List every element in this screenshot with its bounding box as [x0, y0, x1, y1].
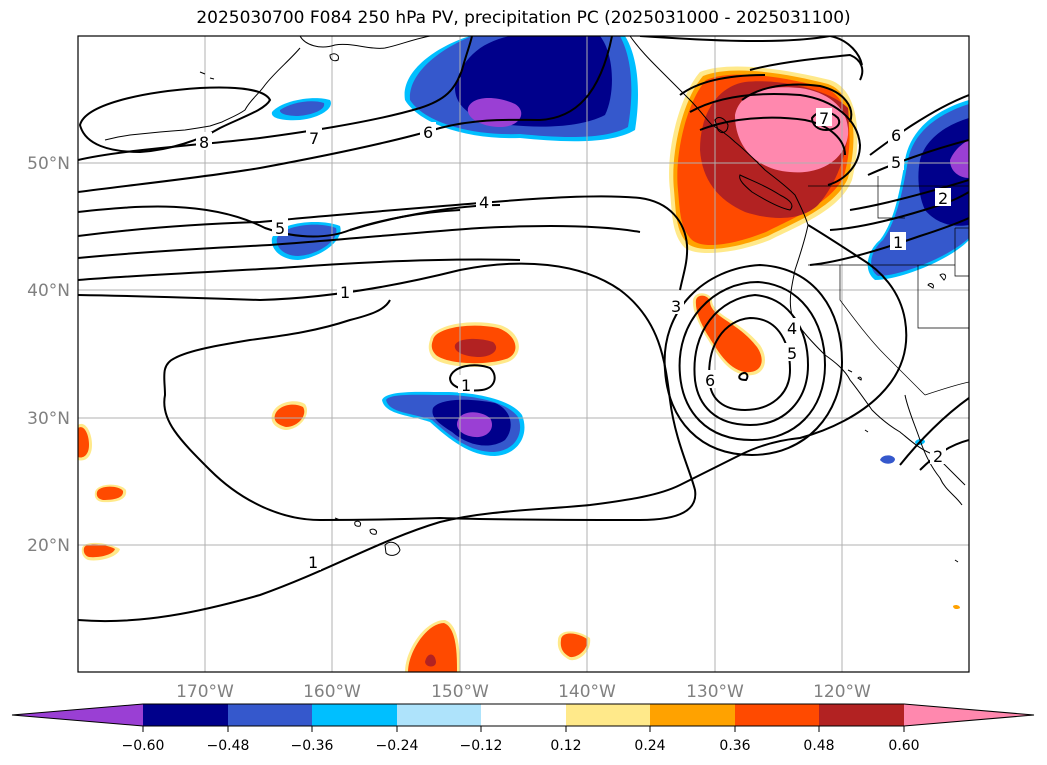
lon-label: 150°W: [431, 682, 489, 702]
lat-label: 50°N: [27, 154, 70, 174]
colorbar-segment: [566, 704, 650, 726]
longitude-labels: 170°W 160°W 150°W 140°W 130°W 120°W: [176, 682, 871, 702]
latitude-labels: 50°N 40°N 30°N 20°N: [27, 154, 70, 556]
contour-label: 2: [938, 189, 948, 208]
colorbar-segment: [650, 704, 735, 726]
colorbar: −0.60 −0.48 −0.36 −0.24 −0.12 0.12 0.24 …: [11, 703, 1035, 754]
colorbar-tick: 0.36: [719, 738, 750, 754]
lon-label: 160°W: [303, 682, 361, 702]
coastlines: [104, 36, 969, 563]
pv-contours: [78, 36, 969, 623]
contour-label: 2: [933, 447, 943, 466]
colorbar-tick: −0.36: [291, 738, 334, 754]
contour-label: 5: [891, 153, 901, 172]
colorbar-tick: −0.12: [460, 738, 503, 754]
lat-label: 20°N: [27, 536, 70, 556]
contour-labels: 8 7 6 5 4 1 3 4 5 6 1 1 7 6 5 2 1 2: [199, 109, 948, 572]
colorbar-tick: 0.12: [550, 738, 581, 754]
colorbar-segment: [397, 704, 481, 726]
contour-label: 5: [787, 344, 797, 363]
lon-label: 170°W: [176, 682, 234, 702]
lon-label: 140°W: [558, 682, 616, 702]
contour-label: 8: [199, 133, 209, 152]
colorbar-tick: −0.24: [376, 738, 419, 754]
colorbar-tick: 0.48: [803, 738, 834, 754]
contour-label: 1: [893, 233, 903, 252]
contour-label: 1: [461, 376, 471, 395]
contour-label: 6: [705, 371, 715, 390]
colorbar-segment: [143, 704, 228, 726]
colorbar-tick: −0.48: [207, 738, 250, 754]
colorbar-tick: −0.60: [122, 738, 165, 754]
lon-label: 130°W: [686, 682, 744, 702]
map-frame: [77, 35, 970, 673]
contour-label: 7: [309, 129, 319, 148]
contour-label: 4: [479, 193, 489, 212]
map-title: 2025030700 F084 250 hPa PV, precipitatio…: [196, 8, 851, 28]
contour-label-masks: [196, 108, 951, 570]
contour-label: 1: [340, 283, 350, 302]
colorbar-segment: [228, 704, 312, 726]
contour-label: 1: [308, 553, 318, 572]
contour-label: 3: [671, 297, 681, 316]
colorbar-segment: [819, 704, 904, 726]
colorbar-tick: 0.60: [888, 738, 919, 754]
colorbar-segment: [481, 704, 566, 726]
contour-label: 7: [819, 109, 829, 128]
colorbar-extend-right: [904, 704, 1034, 726]
lat-label: 40°N: [27, 281, 70, 301]
lon-label: 120°W: [813, 682, 871, 702]
colorbar-tick: 0.24: [634, 738, 665, 754]
contour-label: 4: [787, 319, 797, 338]
contour-label: 6: [423, 123, 433, 142]
colorbar-segment: [735, 704, 819, 726]
contour-label: 5: [275, 219, 285, 238]
contour-label: 6: [891, 126, 901, 145]
lat-label: 30°N: [27, 409, 70, 429]
colorbar-extend-left: [12, 704, 143, 726]
colorbar-segment: [312, 704, 397, 726]
